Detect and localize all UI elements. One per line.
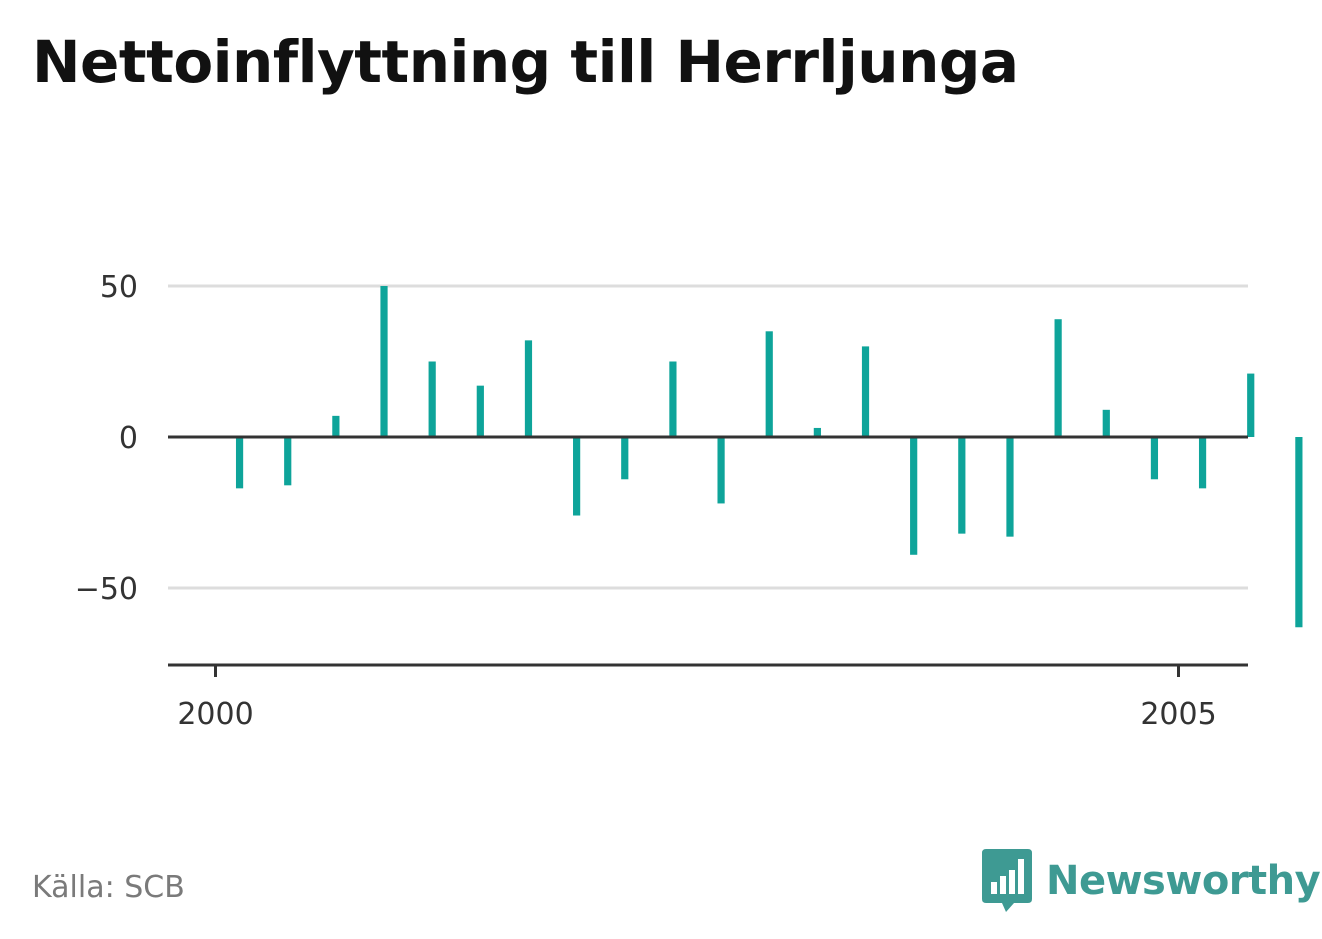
tick-labels: 500−50200020052010201520202025 [75, 270, 1217, 732]
x-tick-label: 2005 [1140, 697, 1216, 732]
bar [1054, 319, 1062, 437]
bar [573, 437, 581, 516]
bar [1150, 437, 1159, 480]
grid-lines [168, 284, 1248, 590]
bar [669, 361, 677, 437]
bar [1006, 437, 1014, 537]
bar [717, 437, 725, 504]
bar [284, 437, 292, 486]
bar [958, 437, 966, 534]
bar [235, 437, 244, 489]
bar [380, 286, 388, 437]
bar [910, 437, 918, 555]
bar [1102, 409, 1110, 437]
y-tick-label: −50 [75, 572, 138, 607]
bar [1295, 437, 1303, 628]
brand-logo: Newsworthy [980, 846, 1321, 916]
bar [332, 415, 340, 437]
y-tick-label: 50 [100, 270, 138, 305]
bar [765, 331, 773, 437]
axes [168, 435, 1248, 677]
bar [813, 427, 821, 437]
bar [1198, 437, 1207, 489]
bar-chart: 500−50200020052010201520202025 [75, 270, 1303, 732]
chart-title: Nettoinflyttning till Herrljunga [32, 28, 1019, 96]
bar [476, 385, 484, 437]
y-tick-label: 0 [119, 421, 138, 456]
bar-chart-speech-bubble-icon [982, 849, 1032, 912]
bar [861, 346, 870, 437]
source-note: Källa: SCB [32, 870, 185, 905]
brand-name: Newsworthy [1046, 858, 1321, 904]
bar [428, 361, 436, 437]
bar [1247, 373, 1255, 437]
bar [621, 437, 629, 480]
x-tick-label: 2000 [177, 697, 253, 732]
bars [235, 286, 1303, 628]
bar [524, 340, 533, 437]
